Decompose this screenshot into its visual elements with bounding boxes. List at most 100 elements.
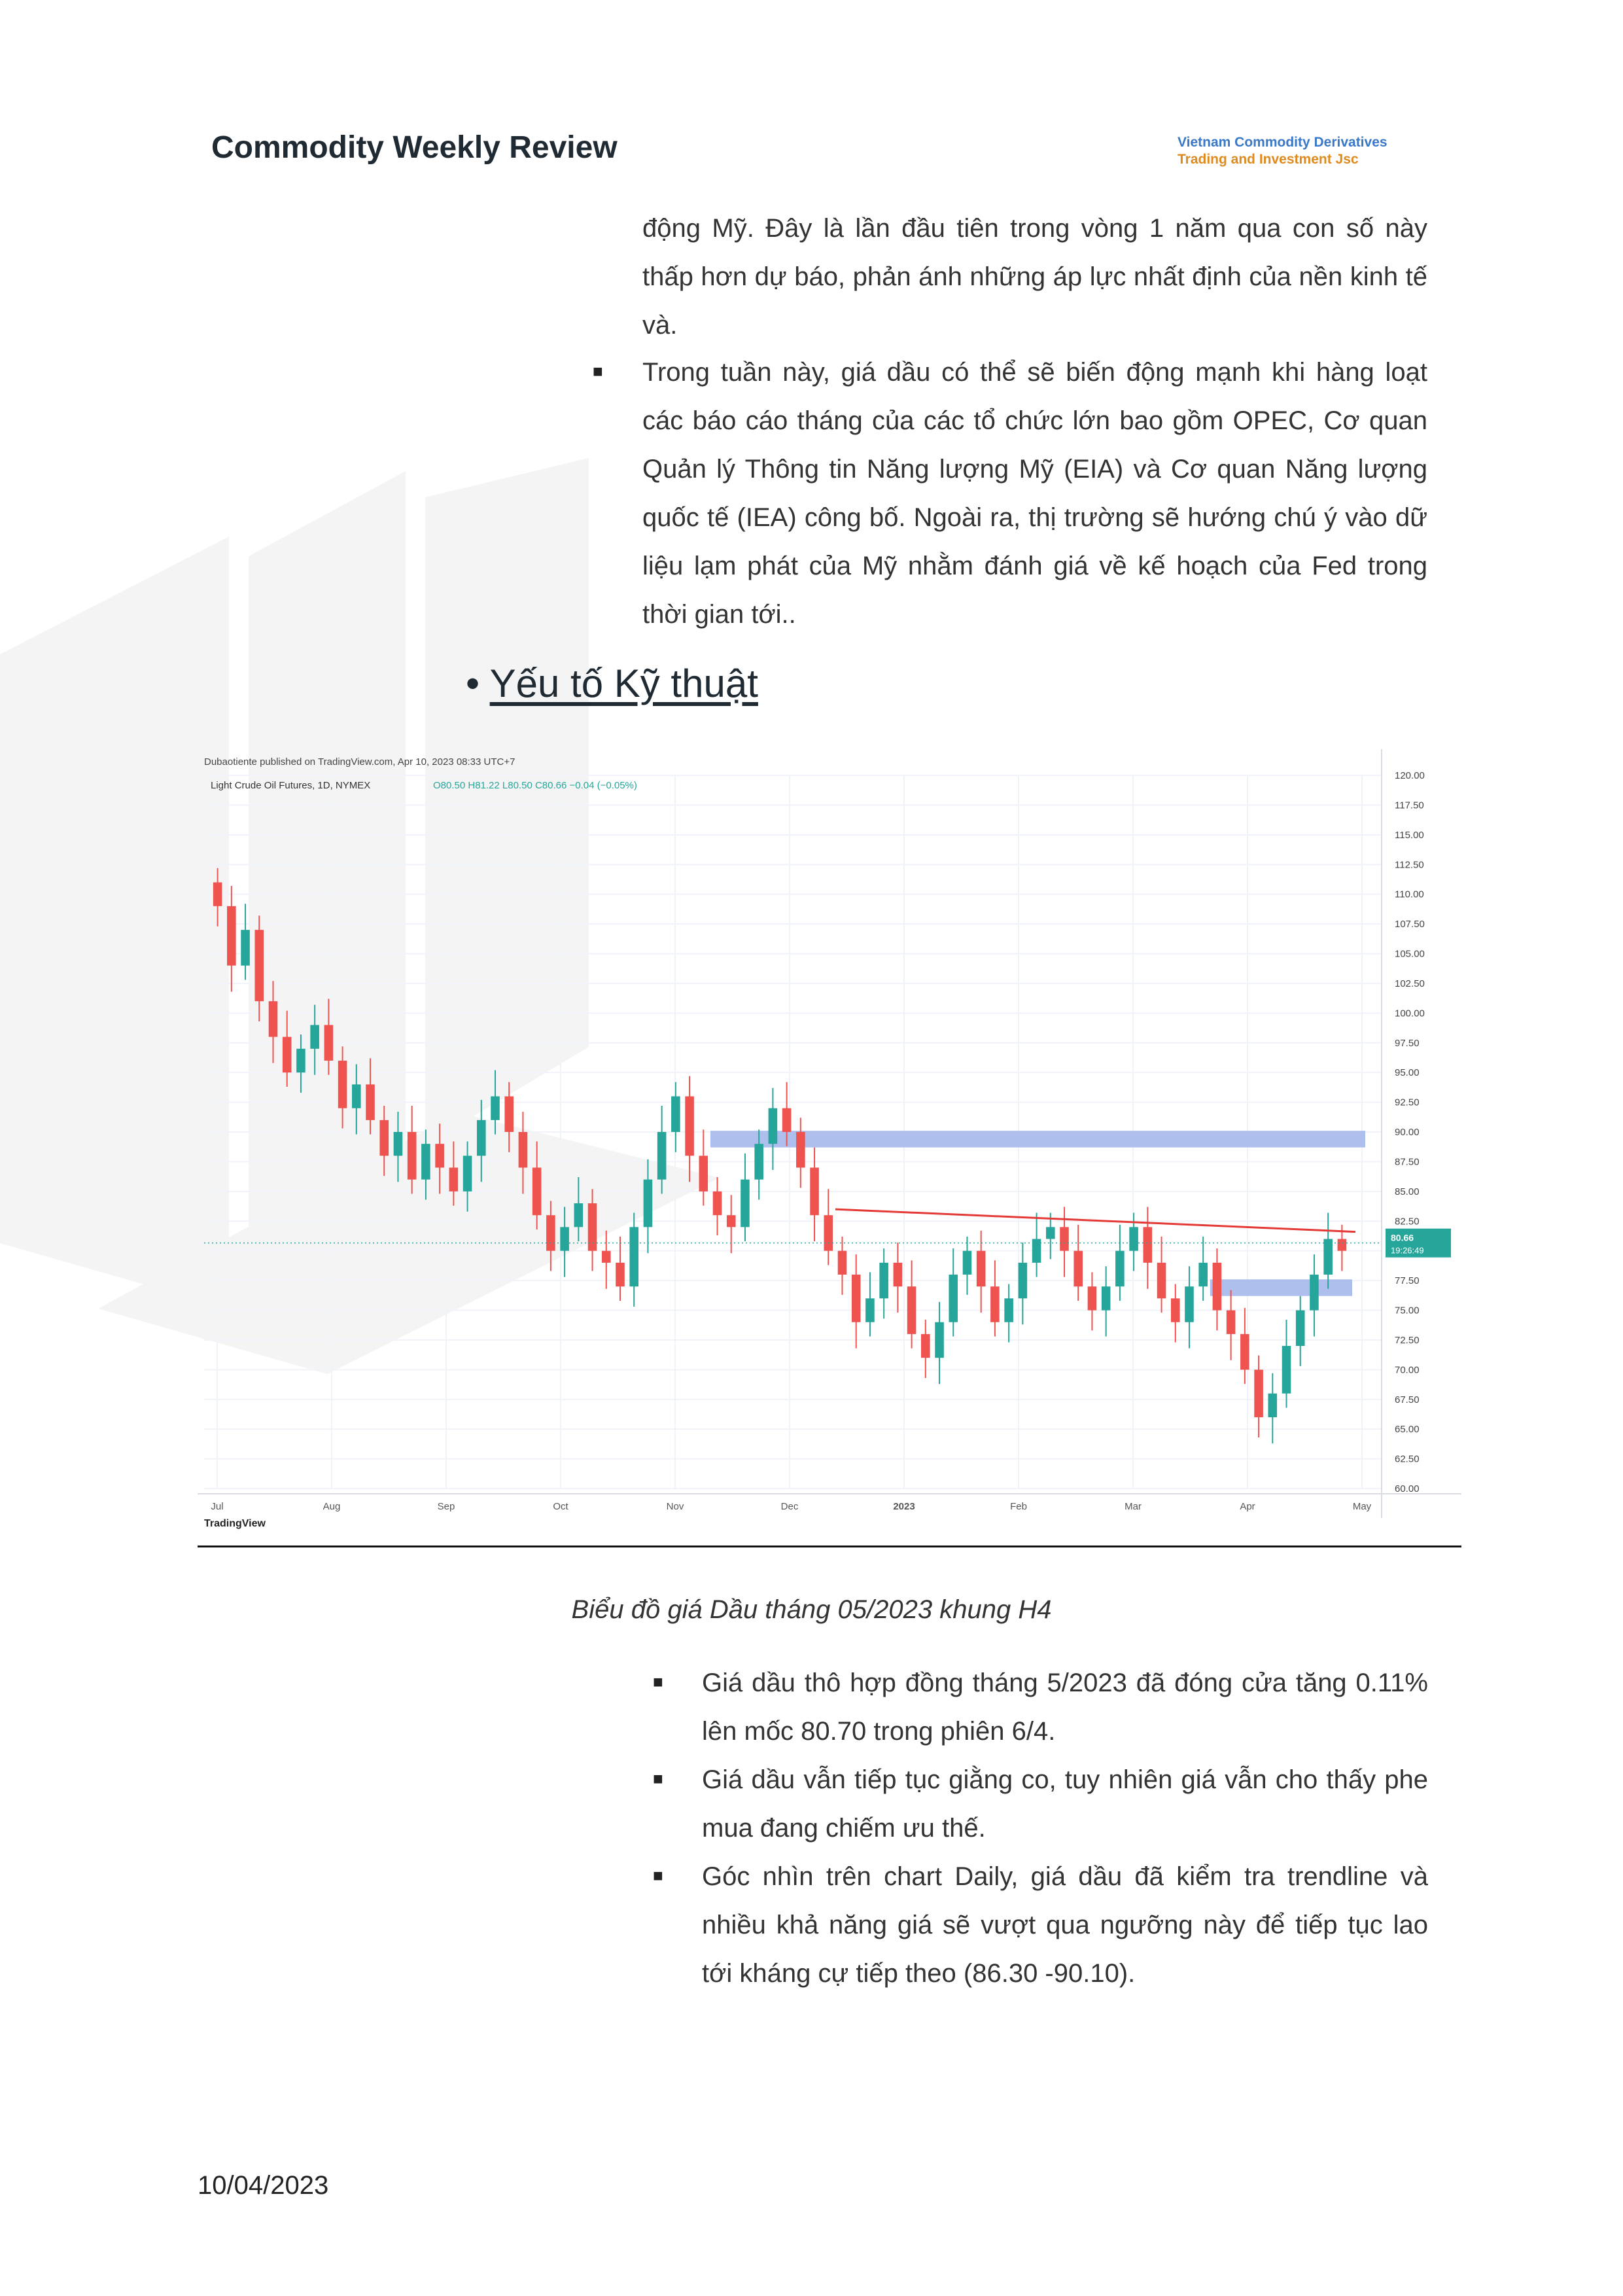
y-tick-label: 100.00 [1395, 1008, 1425, 1019]
y-tick-label: 117.50 [1395, 800, 1424, 811]
candle-body [893, 1262, 903, 1287]
candle-body [449, 1167, 459, 1192]
x-tick-label: Mar [1125, 1501, 1142, 1512]
y-tick-label: 107.50 [1395, 919, 1425, 930]
y-tick-label: 95.00 [1395, 1067, 1420, 1078]
candle-body [1310, 1275, 1319, 1311]
published-line: Dubaotiente published on TradingView.com… [204, 756, 515, 768]
candle-body [990, 1286, 1000, 1322]
candle-body [1018, 1262, 1028, 1299]
candle-body [976, 1250, 986, 1287]
candle-body [768, 1108, 778, 1144]
tradingview-watermark: TradingView [204, 1518, 266, 1529]
candle-body [352, 1084, 361, 1108]
x-tick-label: Jul [211, 1501, 223, 1512]
resistance-zone [710, 1131, 1365, 1148]
candle-body [796, 1132, 805, 1168]
y-tick-label: 65.00 [1395, 1424, 1420, 1435]
candle-body [810, 1167, 819, 1216]
y-tick-label: 75.00 [1395, 1305, 1420, 1316]
candle-body [1226, 1310, 1236, 1334]
candle-body [1004, 1298, 1013, 1322]
candle-body [879, 1262, 888, 1299]
countdown-label: 19:26:49 [1391, 1246, 1424, 1256]
candle-body [643, 1179, 653, 1227]
candle-body [837, 1250, 847, 1275]
candle-body [685, 1096, 694, 1156]
y-tick-label: 90.00 [1395, 1127, 1420, 1138]
y-tick-label: 67.50 [1395, 1394, 1420, 1405]
y-tick-label: 92.50 [1395, 1097, 1420, 1108]
candle-body [949, 1275, 958, 1322]
x-tick-label: Nov [667, 1501, 684, 1512]
y-tick-label: 105.00 [1395, 949, 1425, 960]
logo-line-1: Vietnam Commodity Derivatives [1178, 135, 1387, 150]
candle-body [754, 1144, 763, 1180]
price-chart: Jul Aug Sep Oct Nov Dec 2023 Feb Mar Apr May 120.00… [198, 749, 1461, 1547]
y-tick-label: 112.50 [1395, 859, 1424, 870]
y-tick-label: 82.50 [1395, 1216, 1420, 1227]
candle-body [491, 1096, 500, 1120]
y-tick-label: 87.50 [1395, 1156, 1420, 1167]
candle-body [782, 1108, 792, 1132]
candle-body [1185, 1286, 1194, 1322]
footer-date: 10/04/2023 [198, 2171, 329, 2200]
candle-body [1157, 1262, 1166, 1299]
candle-body [1198, 1262, 1208, 1287]
report-title: Commodity Weekly Review [211, 130, 618, 165]
candle-body [213, 882, 222, 906]
candle-body [962, 1250, 972, 1275]
candle-body [851, 1275, 861, 1322]
y-tick-label: 60.00 [1395, 1483, 1420, 1494]
candle-body [518, 1132, 528, 1168]
candle-body [1060, 1227, 1069, 1251]
y-tick-label: 70.00 [1395, 1364, 1420, 1375]
symbol-label: Light Crude Oil Futures, 1D, NYMEX [211, 780, 370, 791]
trendline [835, 1208, 1356, 1233]
x-tick-label: Aug [323, 1501, 341, 1512]
candle-body [657, 1132, 667, 1180]
candle-body [1212, 1262, 1222, 1311]
candle-body [338, 1061, 347, 1108]
candle-body [1032, 1239, 1041, 1263]
candle-body [574, 1203, 584, 1227]
x-tick-label: Feb [1010, 1501, 1027, 1512]
candle-body [1129, 1227, 1138, 1251]
candle-body [587, 1203, 597, 1251]
candle-body [921, 1333, 930, 1358]
x-tick-label: May [1353, 1501, 1372, 1512]
candle-body [532, 1167, 542, 1216]
bullet-marker: ■ [653, 1672, 663, 1691]
ohlc-label: O80.50 H81.22 L80.50 C80.66 −0.04 (−0.05… [433, 780, 637, 791]
last-price-label: 80.66 [1391, 1233, 1414, 1243]
candle-body [699, 1156, 708, 1192]
x-tick-label: Sep [438, 1501, 455, 1512]
candle-body [1295, 1310, 1305, 1346]
section-title: Yếu tố Kỹ thuật [489, 662, 758, 705]
y-tick-label: 97.50 [1395, 1038, 1420, 1049]
candle-body [1282, 1346, 1291, 1394]
candle-body [1323, 1239, 1333, 1275]
candle-body [601, 1250, 611, 1263]
candle-body [671, 1096, 680, 1132]
candle-body [560, 1227, 569, 1251]
y-tick-label: 110.00 [1395, 889, 1424, 900]
candle-body [282, 1036, 292, 1073]
last-price-badge [1386, 1228, 1451, 1258]
candle-body [629, 1227, 638, 1287]
y-tick-label: 102.50 [1395, 978, 1425, 989]
section-bullet: • [466, 662, 480, 705]
price-chart-svg: Jul Aug Sep Oct Nov Dec 2023 Feb Mar Apr May 120.00… [198, 749, 1461, 1529]
candle-body [726, 1215, 736, 1227]
candle-body [865, 1298, 875, 1322]
candle-body [1240, 1333, 1249, 1370]
candle-body [1254, 1369, 1263, 1417]
candle-body [476, 1120, 486, 1156]
bullet-marker: ■ [653, 1865, 663, 1885]
candle-body [824, 1215, 833, 1251]
candle-body [712, 1191, 722, 1216]
section-heading: • Yếu tố Kỹ thuật [466, 661, 758, 706]
candle-body [435, 1144, 444, 1168]
y-tick-label: 62.50 [1395, 1454, 1420, 1465]
chart-divider [198, 1545, 1461, 1547]
